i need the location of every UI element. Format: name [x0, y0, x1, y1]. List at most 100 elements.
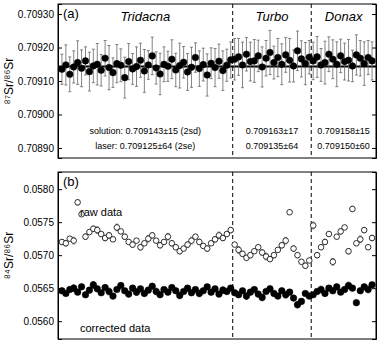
error-bar-cap	[276, 76, 279, 77]
error-bar-cap	[347, 81, 350, 82]
tick	[372, 114, 376, 115]
error-bar-cap	[64, 44, 67, 45]
point	[291, 246, 297, 252]
error-bar-cap	[296, 70, 299, 71]
error-bar-cap	[257, 40, 260, 41]
axis-line	[59, 5, 63, 159]
error-bar-cap	[72, 50, 75, 51]
error-bar-cap	[84, 74, 87, 75]
error-bar-cap	[104, 75, 107, 76]
error-bar-cap	[284, 72, 287, 73]
tick-mark	[58, 222, 62, 223]
error-bar-cap	[170, 39, 173, 40]
tick-mark	[372, 255, 376, 256]
error-bar-cap	[186, 53, 189, 54]
tick: 0.0580	[23, 184, 62, 195]
point	[330, 259, 336, 265]
axis-line	[372, 173, 377, 340]
error-bar-cap	[288, 82, 291, 83]
panel: 0.05600.05650.05700.05750.0580⁸⁴Sr/⁸⁶Sr(…	[2, 172, 377, 340]
error-bar-cap	[115, 82, 118, 83]
error-bar-cap	[359, 40, 362, 41]
error-bar-cap	[143, 92, 146, 93]
tick: 0.0570	[23, 250, 62, 261]
point	[342, 225, 348, 231]
error-bar-cap	[68, 56, 71, 57]
point	[346, 248, 352, 254]
point	[271, 252, 277, 258]
tick-mark	[58, 14, 62, 15]
error-bar-cap	[265, 40, 268, 41]
error-bar-cap	[88, 91, 91, 92]
tick	[372, 222, 376, 223]
point	[369, 235, 375, 241]
error-bar-cap	[355, 74, 358, 75]
error-bar-cap	[225, 81, 228, 82]
tick-label: 0.0575	[23, 217, 54, 228]
error-bar-cap	[347, 39, 350, 40]
error-bar-cap	[108, 89, 111, 90]
error-bar-cap	[276, 38, 279, 39]
error-bar-cap	[261, 46, 264, 47]
point	[306, 258, 312, 264]
point	[232, 242, 238, 248]
point	[259, 64, 266, 71]
point	[283, 238, 289, 244]
error-bar-cap	[60, 84, 63, 85]
annotation: solution: 0.709143±15 (2sd)	[90, 126, 202, 136]
error-bar-cap	[323, 84, 326, 85]
y-axis: 0.05600.05650.05700.05750.0580	[23, 173, 62, 340]
error-bar-cap	[92, 82, 95, 83]
point	[98, 67, 105, 74]
point	[122, 234, 128, 240]
error-bar-cap	[371, 41, 374, 42]
error-bar-cap	[131, 84, 134, 85]
error-bar-cap	[355, 34, 358, 35]
error-bar-cap	[202, 48, 205, 49]
point	[314, 252, 320, 258]
error-bar-cap	[76, 40, 79, 41]
error-bar-cap	[217, 44, 220, 45]
point	[118, 229, 124, 235]
error-bar-cap	[312, 42, 315, 43]
tick: 0.0560	[23, 316, 62, 327]
error-bar-cap	[76, 84, 79, 85]
error-bar-cap	[147, 50, 150, 51]
error-bar-cap	[241, 87, 244, 88]
point	[337, 53, 344, 60]
error-bar-cap	[265, 75, 268, 76]
error-bar-cap	[100, 54, 103, 55]
error-bar-cap	[151, 74, 154, 75]
error-bar-cap	[343, 79, 346, 80]
point	[361, 60, 368, 67]
error-bar-cap	[371, 79, 374, 80]
error-bar-cap	[178, 88, 181, 89]
point	[365, 244, 371, 250]
tick-mark	[58, 189, 62, 190]
point	[153, 65, 160, 72]
point	[157, 71, 164, 78]
series-label: raw data	[80, 206, 123, 218]
point	[357, 237, 363, 243]
point	[133, 63, 140, 70]
point	[94, 61, 101, 68]
panel: 0.708900.709000.709100.709200.70930⁸⁷Sr/…	[2, 4, 377, 159]
tick-mark	[372, 81, 376, 82]
point	[134, 238, 140, 244]
error-bar-cap	[194, 72, 197, 73]
tick	[372, 321, 376, 322]
axis-line	[372, 5, 377, 159]
point	[142, 240, 148, 246]
tick	[372, 81, 376, 82]
point	[82, 58, 89, 65]
point	[204, 246, 210, 252]
tick: 0.70910	[18, 76, 62, 87]
tick-label: 0.70890	[18, 143, 55, 154]
tick-mark	[372, 14, 376, 15]
error-bar-cap	[221, 50, 224, 51]
point	[345, 57, 352, 64]
point	[228, 227, 234, 233]
error-bar-cap	[288, 38, 291, 39]
point	[110, 237, 116, 243]
tick-mark	[372, 222, 376, 223]
